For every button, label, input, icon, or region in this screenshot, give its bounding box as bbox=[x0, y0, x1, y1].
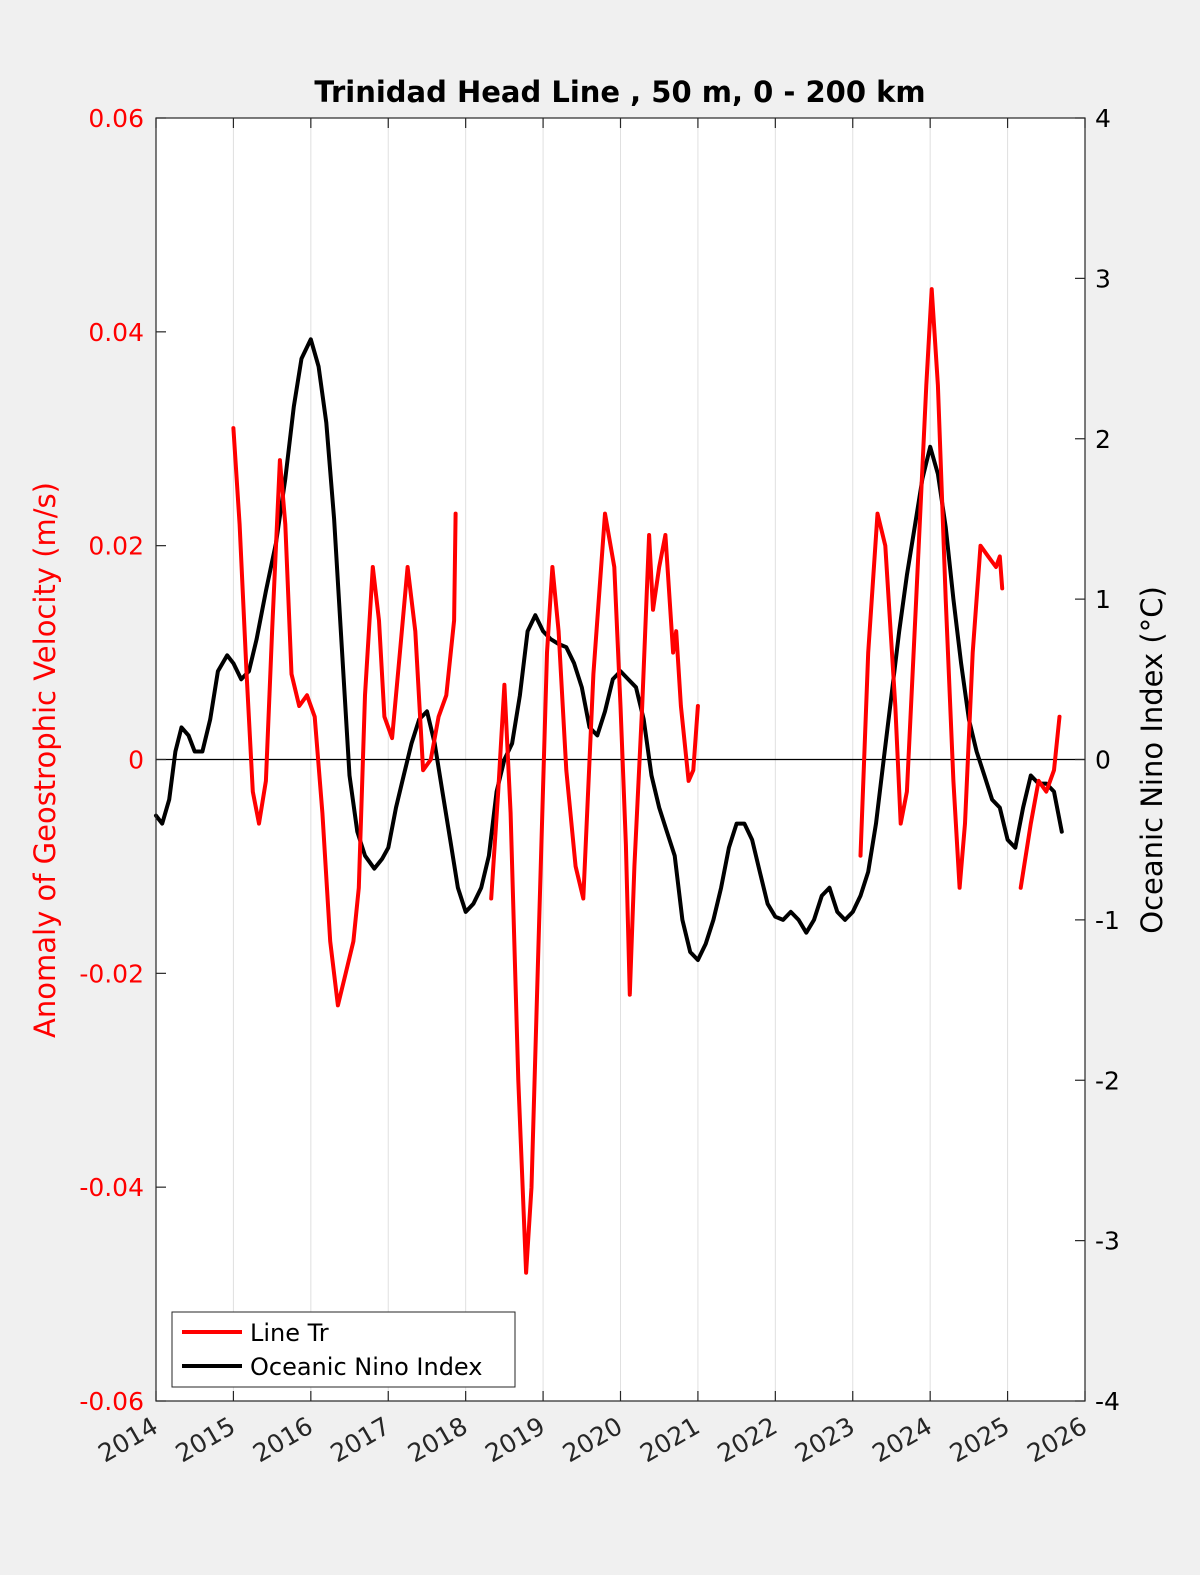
right-y-tick-label: -2 bbox=[1095, 1066, 1120, 1095]
series-oni-segment-0 bbox=[154, 337, 1064, 962]
right-y-tick-label: 4 bbox=[1095, 104, 1111, 133]
left-y-tick-label: 0 bbox=[128, 746, 144, 775]
legend-entry-oni: Oceanic Nino Index bbox=[250, 1353, 482, 1381]
right-y-tick-label: 1 bbox=[1095, 585, 1111, 614]
left-y-axis-label: Anomaly of Geostrophic Velocity (m/s) bbox=[28, 482, 62, 1038]
left-y-tick-label: -0.06 bbox=[79, 1387, 144, 1416]
left-y-tick-label: -0.02 bbox=[79, 959, 144, 988]
right-y-tick-label: -1 bbox=[1095, 906, 1120, 935]
right-y-tick-label: 2 bbox=[1095, 425, 1111, 454]
legend-box bbox=[171, 1311, 516, 1388]
right-y-tick-label: 0 bbox=[1095, 746, 1111, 775]
series-line-tr-segment-2 bbox=[858, 287, 1005, 890]
legend-entry-line-tr: Line Tr bbox=[250, 1319, 329, 1347]
left-y-tick-label: -0.04 bbox=[79, 1173, 144, 1202]
series-line-tr-segment-3 bbox=[1018, 714, 1062, 890]
series-line-tr-segment-0 bbox=[231, 426, 458, 1008]
series-line-tr-segment-1 bbox=[489, 511, 700, 1275]
series-layer bbox=[154, 287, 1064, 1275]
legend: Line Tr Oceanic Nino Index bbox=[171, 1311, 516, 1388]
right-y-tick-label: -4 bbox=[1095, 1387, 1120, 1416]
left-y-tick-label: 0.06 bbox=[88, 104, 144, 133]
right-y-tick-label: 3 bbox=[1095, 264, 1111, 293]
right-y-tick-label: -3 bbox=[1095, 1227, 1120, 1256]
left-y-tick-label: 0.04 bbox=[88, 318, 144, 347]
chart-title: Trinidad Head Line , 50 m, 0 - 200 km bbox=[314, 75, 925, 109]
left-y-tick-label: 0.02 bbox=[88, 532, 144, 561]
right-y-axis-label: Oceanic Nino Index (°C) bbox=[1135, 586, 1169, 934]
